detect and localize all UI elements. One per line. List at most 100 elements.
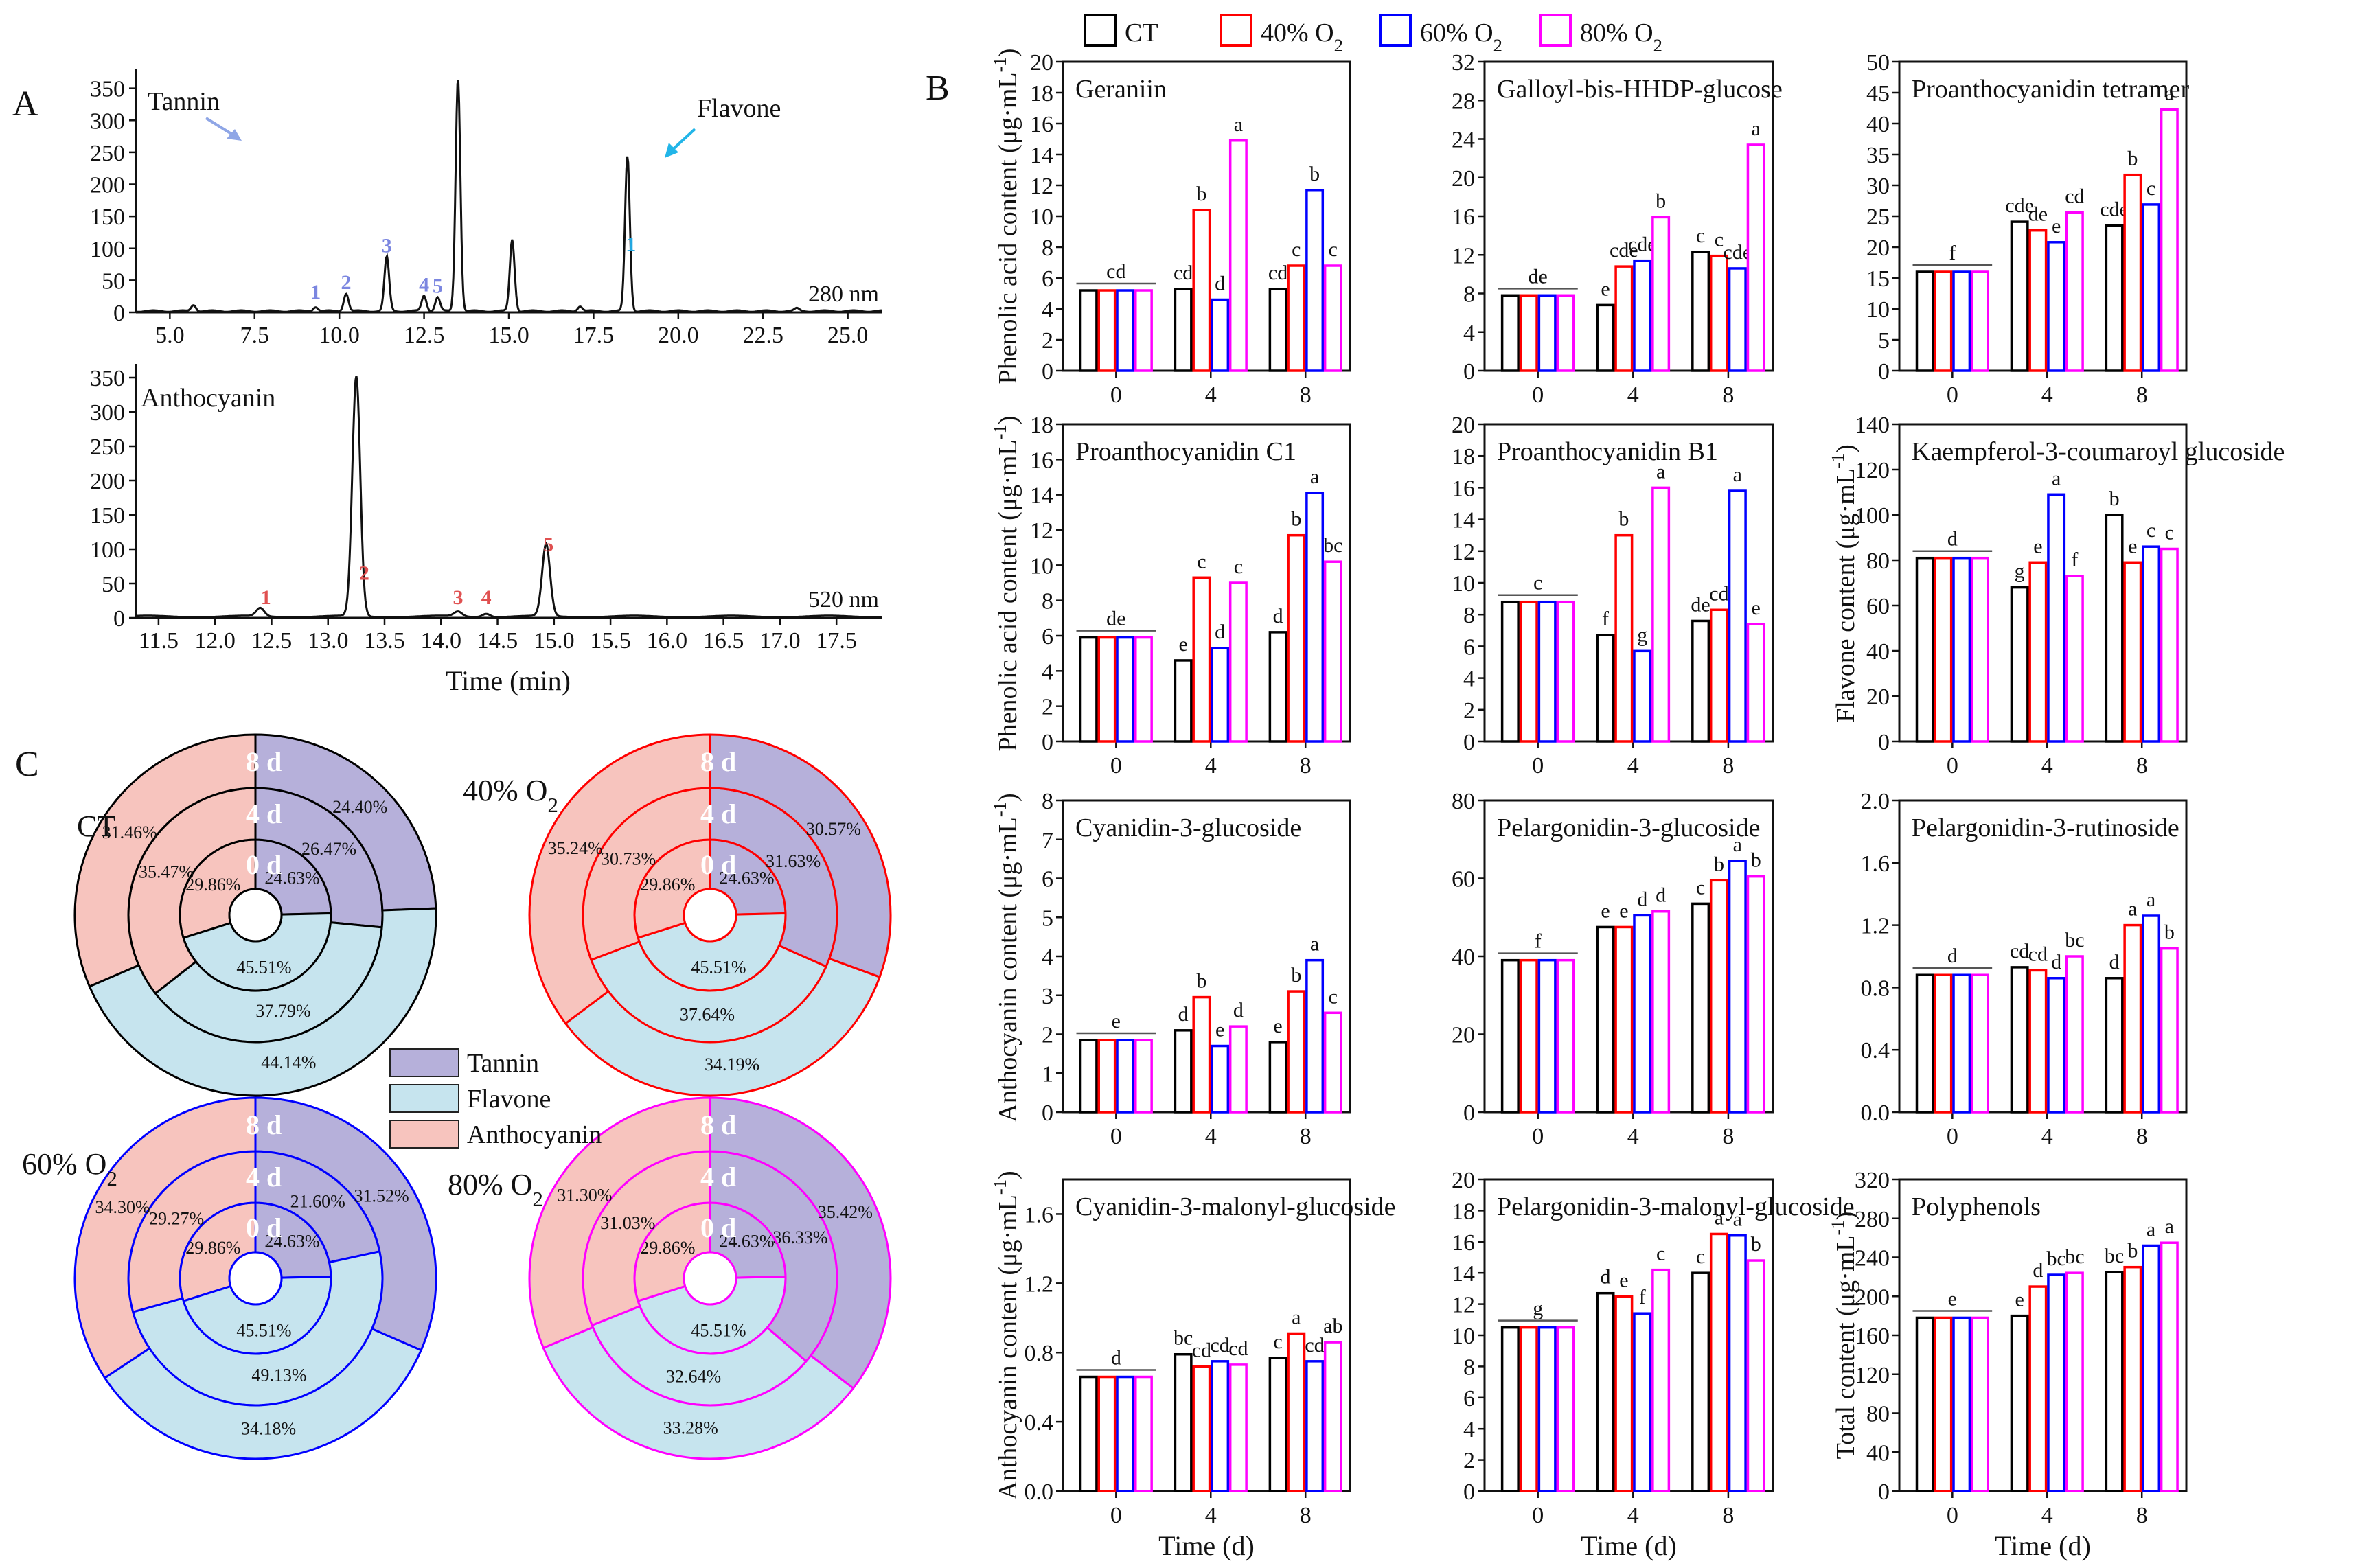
x-tick-label: 4 — [1627, 753, 1639, 779]
y-tick-label: 100 — [90, 538, 125, 563]
x-tick-label: 8 — [1722, 1503, 1734, 1528]
y-tick-label: 6 — [1463, 1386, 1475, 1411]
bar — [2065, 575, 2084, 743]
y-tick-label: 60 — [1866, 594, 1890, 619]
significance-letter: e — [1178, 633, 1187, 656]
flavone-arrowhead — [665, 143, 678, 158]
panel-label-c: C — [15, 745, 39, 784]
x-tick-label: 14.5 — [477, 628, 518, 654]
bar — [2028, 561, 2048, 743]
series-legend: CT 40% O2 60% O2 80% O2 — [1084, 14, 1662, 56]
y-tick-label: 0 — [1463, 730, 1475, 755]
bar — [1746, 623, 1765, 743]
y-tick-label: 4 — [1463, 667, 1475, 692]
y-tick-label: 6 — [1042, 867, 1053, 892]
significance-letter: bc — [1323, 534, 1342, 557]
peak-number: 3 — [382, 235, 392, 257]
y-tick-label: 12 — [1030, 518, 1053, 544]
significance-letter: f — [1602, 608, 1609, 630]
y-tick-label: 250 — [90, 141, 125, 166]
bar — [1519, 1326, 1538, 1492]
bar — [1097, 1375, 1117, 1492]
x-tick-label: 17.0 — [759, 628, 801, 654]
y-tick-label: 3 — [1042, 984, 1053, 1009]
bar — [2047, 241, 2066, 372]
bar — [2047, 977, 2066, 1114]
y-tick-label: 14 — [1452, 508, 1475, 533]
y-tick-label: 8 — [1042, 589, 1053, 614]
significance-letter: a — [1234, 113, 1243, 136]
y-tick-label: 150 — [90, 503, 125, 529]
ring-day-label: 0 d — [700, 849, 736, 880]
y-tick-label: 2.0 — [1861, 789, 1890, 814]
y-tick-label: 12 — [1030, 174, 1053, 199]
donut-percent: 30.57% — [806, 819, 861, 839]
significance-letter: c — [2165, 522, 2174, 544]
bar — [1952, 973, 1971, 1114]
significance-letter: bc — [2046, 1247, 2065, 1270]
significance-letter: a — [1715, 1206, 1724, 1229]
donut-segment — [88, 907, 437, 1097]
bar — [1651, 486, 1671, 743]
donut-segment — [709, 733, 892, 979]
bar — [1079, 289, 1098, 372]
donut-percent: 37.79% — [255, 1001, 310, 1021]
y-tick-label: 10 — [1030, 205, 1053, 230]
significance-letter: e — [1601, 277, 1610, 300]
y-tick-label: 20 — [1452, 1168, 1475, 1193]
donut-percent: 29.86% — [185, 875, 240, 895]
y-tick-label: 0.0 — [1861, 1100, 1890, 1126]
wavelength-label: 520 nm — [808, 587, 879, 612]
bar — [2105, 514, 2124, 743]
legend-swatch — [1539, 14, 1572, 47]
y-tick-label: 4 — [1042, 659, 1053, 684]
chromatogram-trace — [136, 376, 882, 619]
significance-letter: cd — [1192, 1339, 1211, 1361]
legend-swatch — [389, 1084, 459, 1113]
significance-letter: a — [2052, 467, 2061, 489]
wavelength-label: 280 nm — [808, 281, 879, 307]
x-tick-label: 13.0 — [308, 628, 349, 654]
x-tick-label: 16.5 — [703, 628, 744, 654]
significance-letter: cd — [1305, 1334, 1324, 1357]
bar — [1746, 875, 1765, 1114]
y-tick-label: 16 — [1452, 205, 1475, 230]
bar — [1174, 1352, 1193, 1492]
bar — [1323, 560, 1342, 743]
significance-letter: bc — [2065, 1245, 2084, 1268]
x-tick-label: 4 — [2041, 1124, 2053, 1149]
significance-letter: e — [1948, 1287, 1957, 1310]
chart-title: Geraniin — [1075, 75, 1167, 104]
significance-letter: e — [1112, 1010, 1121, 1033]
y-tick-label: 14 — [1030, 483, 1053, 509]
bar — [1079, 636, 1098, 743]
donut-60o: 24.63% 45.51% 29.86% 21.60% 49.13% 29.27% 31.5… — [22, 1096, 437, 1460]
chart-title: Cyanidin-3-glucoside — [1075, 814, 1301, 842]
bar — [2010, 966, 2029, 1114]
bar — [1268, 1041, 1287, 1114]
y-tick-label: 0.0 — [1025, 1479, 1054, 1505]
panel-label-b: B — [926, 69, 950, 108]
legend-swatch — [1220, 14, 1252, 47]
y-tick-label: 8 — [1042, 789, 1053, 814]
significance-letter: d — [1637, 888, 1647, 910]
bar — [2123, 1265, 2142, 1492]
y-tick-label: 2 — [1463, 1449, 1475, 1474]
x-tick-label: 0 — [1532, 1503, 1544, 1528]
y-tick-label: 100 — [90, 237, 125, 262]
bar — [1097, 636, 1117, 743]
donut-hole — [683, 1251, 737, 1306]
donut-percent: 35.47% — [139, 862, 194, 882]
significance-letter: de — [1529, 265, 1548, 288]
y-tick-label: 0.8 — [1861, 976, 1890, 1001]
x-tick-label: 15.0 — [534, 628, 575, 654]
donut-percent: 31.30% — [557, 1185, 612, 1205]
significance-letter: d — [2051, 951, 2061, 973]
bar — [2010, 220, 2029, 372]
y-tick-label: 350 — [90, 366, 125, 391]
bar — [2123, 173, 2142, 372]
significance-letter: e — [1273, 1015, 1282, 1037]
